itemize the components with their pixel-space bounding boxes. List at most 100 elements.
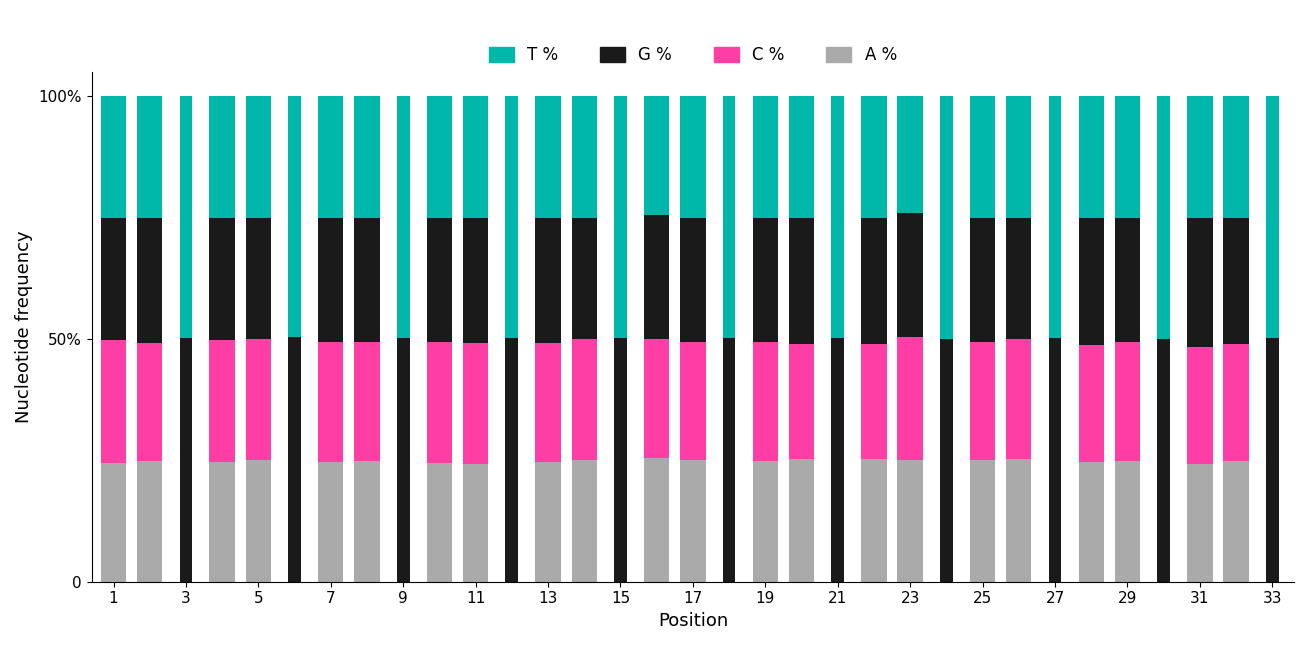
Bar (397, 97, 410, 338)
Bar (861, 344, 886, 459)
Bar (1157, 339, 1170, 582)
Bar (681, 342, 706, 460)
Bar (427, 341, 452, 463)
Bar (355, 218, 380, 341)
Bar (355, 97, 380, 218)
Bar (246, 218, 271, 339)
Bar (1187, 97, 1212, 218)
Bar (789, 218, 814, 344)
Bar (1266, 97, 1279, 338)
Bar (1079, 345, 1103, 462)
Bar (681, 218, 706, 342)
Bar (463, 343, 488, 464)
Bar (1266, 338, 1279, 582)
Bar (940, 339, 953, 582)
Bar (572, 97, 597, 218)
Bar (355, 341, 380, 461)
Bar (898, 97, 923, 213)
Bar (463, 97, 488, 218)
Bar (355, 461, 380, 582)
Bar (1115, 342, 1140, 461)
Bar (789, 344, 814, 459)
Bar (137, 343, 162, 461)
Bar (463, 218, 488, 343)
Bar (831, 97, 844, 338)
Bar (1115, 461, 1140, 582)
Bar (1224, 461, 1249, 582)
Bar (898, 461, 923, 582)
Bar (1224, 97, 1249, 218)
Bar (753, 97, 778, 218)
Bar (861, 459, 886, 582)
Bar (318, 97, 343, 218)
Bar (753, 461, 778, 582)
Bar (246, 461, 271, 582)
Bar (397, 338, 410, 582)
Bar (970, 218, 995, 342)
Bar (1187, 348, 1212, 464)
Bar (753, 218, 778, 342)
Bar (209, 339, 234, 462)
Bar (137, 461, 162, 582)
Bar (681, 460, 706, 582)
Bar (723, 97, 736, 337)
Bar (681, 97, 706, 218)
Bar (1079, 462, 1103, 582)
Bar (1079, 218, 1103, 345)
Bar (505, 337, 518, 582)
Bar (614, 338, 627, 582)
Bar (101, 97, 126, 218)
Bar (1224, 218, 1249, 344)
Bar (137, 218, 162, 343)
Bar (644, 97, 669, 215)
Bar (209, 97, 234, 218)
Bar (644, 458, 669, 582)
Bar (1157, 97, 1170, 339)
Bar (1187, 464, 1212, 582)
Bar (535, 218, 560, 343)
Bar (614, 97, 627, 338)
Bar (463, 464, 488, 582)
Legend: T %, G %, C %, A %: T %, G %, C %, A % (482, 40, 903, 71)
Bar (861, 218, 886, 344)
Bar (318, 342, 343, 462)
Bar (288, 97, 301, 337)
Bar (1049, 97, 1062, 337)
Bar (427, 218, 452, 341)
Bar (970, 97, 995, 218)
Bar (318, 462, 343, 582)
Bar (318, 218, 343, 342)
Bar (831, 338, 844, 582)
Bar (535, 97, 560, 218)
Bar (1007, 459, 1031, 582)
Bar (209, 462, 234, 582)
Bar (898, 337, 923, 461)
Bar (137, 97, 162, 218)
Bar (535, 343, 560, 462)
Bar (1079, 97, 1103, 218)
Bar (1115, 97, 1140, 218)
Bar (1007, 339, 1031, 459)
Bar (861, 97, 886, 218)
Bar (789, 459, 814, 582)
X-axis label: Position: Position (657, 612, 728, 630)
Bar (723, 337, 736, 582)
Bar (1224, 344, 1249, 461)
Bar (572, 339, 597, 461)
Bar (789, 97, 814, 218)
Bar (505, 97, 518, 337)
Bar (1187, 218, 1212, 348)
Bar (970, 342, 995, 460)
Bar (572, 461, 597, 582)
Bar (288, 337, 301, 582)
Bar (1007, 97, 1031, 218)
Y-axis label: Nucleotide frequency: Nucleotide frequency (14, 231, 33, 423)
Bar (101, 340, 126, 463)
Bar (101, 463, 126, 582)
Bar (101, 218, 126, 340)
Bar (1115, 218, 1140, 342)
Bar (179, 97, 192, 337)
Bar (940, 97, 953, 339)
Bar (427, 97, 452, 218)
Bar (1049, 337, 1062, 582)
